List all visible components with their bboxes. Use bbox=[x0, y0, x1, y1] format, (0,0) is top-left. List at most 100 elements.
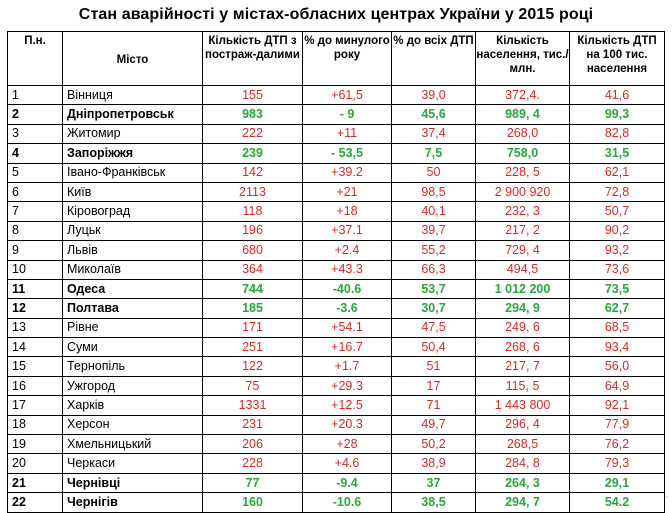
cell-share: 37,4 bbox=[392, 124, 476, 143]
cell-share: 7,5 bbox=[392, 144, 476, 163]
cell-share: 66,3 bbox=[392, 260, 476, 279]
cell-city: Суми bbox=[63, 338, 203, 357]
cell-share: 49,7 bbox=[392, 415, 476, 434]
cell-population: 249, 6 bbox=[476, 318, 570, 337]
cell-share: 50,4 bbox=[392, 338, 476, 357]
cell-share: 38,5 bbox=[392, 493, 476, 512]
cell-share: 51 bbox=[392, 357, 476, 376]
cell-num: 2 bbox=[8, 105, 63, 124]
cell-share: 30,7 bbox=[392, 299, 476, 318]
cell-per-100k: 92,1 bbox=[570, 396, 665, 415]
page-title: Стан аварійності у містах-обласних центр… bbox=[0, 6, 672, 24]
cell-share: 39,7 bbox=[392, 221, 476, 240]
cell-dtp: 171 bbox=[203, 318, 303, 337]
header-dtp-per-100k: Кількість ДТП на 100 тис. населення bbox=[570, 32, 665, 86]
cell-city: Черкаси bbox=[63, 454, 203, 473]
cell-dtp: 1331 bbox=[203, 396, 303, 415]
cell-num: 4 bbox=[8, 144, 63, 163]
cell-per-100k: 72,8 bbox=[570, 182, 665, 201]
cell-population: 294, 9 bbox=[476, 299, 570, 318]
cell-num: 22 bbox=[8, 493, 63, 512]
cell-change: +16.7 bbox=[303, 338, 392, 357]
cell-num: 5 bbox=[8, 163, 63, 182]
cell-change: +1.7 bbox=[303, 357, 392, 376]
cell-change: +39.2 bbox=[303, 163, 392, 182]
cell-population: 296, 4 bbox=[476, 415, 570, 434]
cell-share: 50,2 bbox=[392, 435, 476, 454]
cell-change: +21 bbox=[303, 182, 392, 201]
cell-dtp: 142 bbox=[203, 163, 303, 182]
cell-num: 6 bbox=[8, 182, 63, 201]
cell-city: Запоріжжя bbox=[63, 144, 203, 163]
cell-dtp: 77 bbox=[203, 473, 303, 492]
cell-share: 53,7 bbox=[392, 279, 476, 298]
cell-dtp: 122 bbox=[203, 357, 303, 376]
cell-population: 232, 3 bbox=[476, 202, 570, 221]
cell-num: 3 bbox=[8, 124, 63, 143]
cell-change: -40.6 bbox=[303, 279, 392, 298]
cell-change: +4.6 bbox=[303, 454, 392, 473]
cell-city: Чернігів bbox=[63, 493, 203, 512]
cell-population: 758,0 bbox=[476, 144, 570, 163]
cell-population: 989, 4 bbox=[476, 105, 570, 124]
cell-per-100k: 76,2 bbox=[570, 435, 665, 454]
cell-dtp: 744 bbox=[203, 279, 303, 298]
cell-per-100k: 64,9 bbox=[570, 376, 665, 395]
cell-dtp: 231 bbox=[203, 415, 303, 434]
header-num: П.н. bbox=[8, 32, 63, 86]
cell-dtp: 239 bbox=[203, 144, 303, 163]
cell-city: Вінниця bbox=[63, 86, 203, 105]
cell-per-100k: 56,0 bbox=[570, 357, 665, 376]
cell-dtp: 680 bbox=[203, 241, 303, 260]
cell-share: 50 bbox=[392, 163, 476, 182]
cell-city: Тернопіль bbox=[63, 357, 203, 376]
cell-population: 228, 5 bbox=[476, 163, 570, 182]
cell-population: 1 012 200 bbox=[476, 279, 570, 298]
cell-change: +18 bbox=[303, 202, 392, 221]
cell-share: 55,2 bbox=[392, 241, 476, 260]
cell-change: - 53,5 bbox=[303, 144, 392, 163]
cell-change: +28 bbox=[303, 435, 392, 454]
cell-num: 12 bbox=[8, 299, 63, 318]
cell-num: 16 bbox=[8, 376, 63, 395]
cell-change: -3.6 bbox=[303, 299, 392, 318]
cell-city: Рівне bbox=[63, 318, 203, 337]
cell-dtp: 228 bbox=[203, 454, 303, 473]
cell-city: Херсон bbox=[63, 415, 203, 434]
cell-num: 13 bbox=[8, 318, 63, 337]
cell-num: 14 bbox=[8, 338, 63, 357]
cell-population: 217, 2 bbox=[476, 221, 570, 240]
cell-per-100k: 82,8 bbox=[570, 124, 665, 143]
cell-num: 9 bbox=[8, 241, 63, 260]
cell-dtp: 364 bbox=[203, 260, 303, 279]
cell-population: 268,5 bbox=[476, 435, 570, 454]
cell-change: - 9 bbox=[303, 105, 392, 124]
cell-change: +43.3 bbox=[303, 260, 392, 279]
cell-city: Одеса bbox=[63, 279, 203, 298]
cell-num: 7 bbox=[8, 202, 63, 221]
cell-per-100k: 29,1 bbox=[570, 473, 665, 492]
cell-per-100k: 31,5 bbox=[570, 144, 665, 163]
cell-num: 20 bbox=[8, 454, 63, 473]
cell-per-100k: 77,9 bbox=[570, 415, 665, 434]
cell-city: Житомир bbox=[63, 124, 203, 143]
cell-per-100k: 90,2 bbox=[570, 221, 665, 240]
cell-per-100k: 79,3 bbox=[570, 454, 665, 473]
accident-table: П.н. Місто Кількість ДТП з постраж-далим… bbox=[7, 31, 665, 513]
cell-population: 268,0 bbox=[476, 124, 570, 143]
cell-per-100k: 54.2 bbox=[570, 493, 665, 512]
